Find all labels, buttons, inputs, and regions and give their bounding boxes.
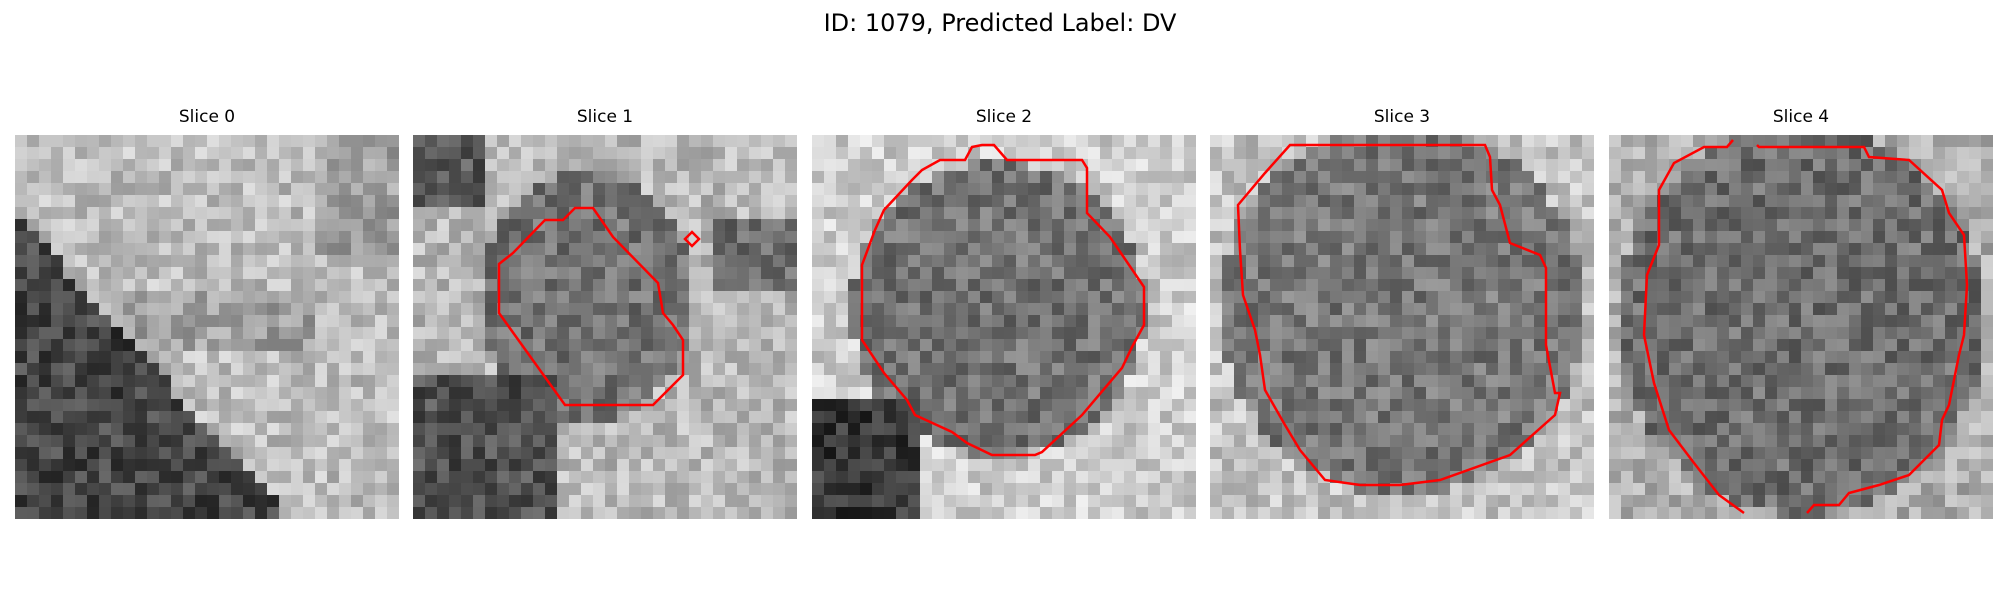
figure-title: ID: 1079, Predicted Label: DV — [823, 9, 1177, 37]
slice-title: Slice 0 — [178, 107, 236, 127]
segmentation-contour — [1756, 144, 1969, 514]
slice-image-4 — [1609, 135, 1993, 519]
segmentation-contour — [1642, 139, 1745, 515]
segmentation-contour — [860, 143, 1146, 457]
segmentation-contour — [497, 206, 685, 407]
slice-title: Slice 2 — [975, 107, 1033, 127]
slice-image-0 — [15, 135, 399, 519]
slice-title: Slice 3 — [1373, 107, 1431, 127]
slice-title: Slice 1 — [576, 107, 634, 127]
segmentation-contour — [1236, 143, 1562, 487]
segmentation-contour-small — [683, 230, 701, 248]
slice-image-3 — [1210, 135, 1594, 519]
slice-image-1 — [413, 135, 797, 519]
slice-image-2 — [812, 135, 1196, 519]
slice-title: Slice 4 — [1772, 107, 1830, 127]
